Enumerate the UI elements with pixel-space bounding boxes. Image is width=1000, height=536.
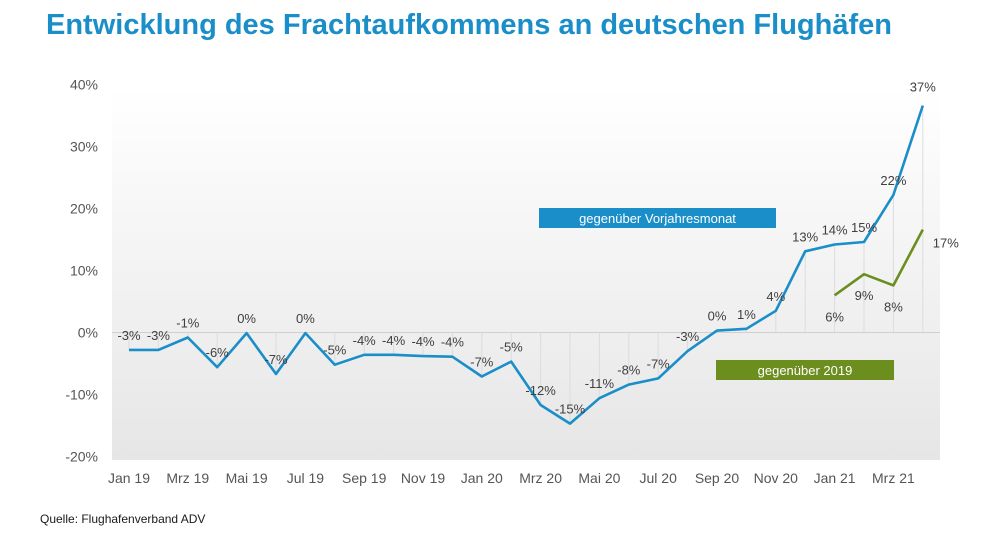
chart-title: Entwicklung des Frachtaufkommens an deut… <box>46 9 892 41</box>
data-label: -8% <box>617 363 641 378</box>
data-label: -15% <box>555 402 586 417</box>
data-labels: -3% -3% -1% -6% 0% -7% 0% -5% -4% -4% -4% -4% -7% -5%… <box>117 80 959 417</box>
data-label: -5% <box>323 343 347 358</box>
data-label: -3% <box>676 329 700 344</box>
data-label: 1% <box>737 307 756 322</box>
series-line-1 <box>129 105 925 425</box>
drop-lines <box>128 105 924 424</box>
x-tick-label: Jul 20 <box>640 470 678 486</box>
x-axis: Jan 19 Mrz 19 Mai 19 Jul 19 Sep 19 Nov 19 Jan … <box>108 470 915 486</box>
x-tick-label: Mrz 19 <box>166 470 209 486</box>
data-label: -4% <box>411 334 435 349</box>
x-tick-label: Jan 21 <box>814 470 856 486</box>
x-tick-label: Jul 19 <box>287 470 325 486</box>
data-label: 13% <box>792 229 818 244</box>
legend-gegenueber-2019: gegenüber 2019 <box>716 360 894 380</box>
data-label: -7% <box>647 356 671 371</box>
source-note: Quelle: Flughafenverband ADV <box>40 512 206 526</box>
x-tick-label: Nov 20 <box>754 470 799 486</box>
data-label: -7% <box>264 352 288 367</box>
legend-label: gegenüber Vorjahresmonat <box>579 211 736 226</box>
data-label: 4% <box>766 289 785 304</box>
series-line-2 <box>833 228 924 297</box>
legend-swatch <box>539 208 776 228</box>
x-tick-label: Mrz 20 <box>519 470 562 486</box>
x-tick-label: Jan 20 <box>461 470 503 486</box>
data-label: -4% <box>353 333 377 348</box>
x-tick-label: Nov 19 <box>401 470 446 486</box>
data-label: -3% <box>117 328 141 343</box>
data-label: -4% <box>441 335 465 350</box>
series-layer <box>129 105 925 425</box>
y-tick-label: -10% <box>65 387 98 403</box>
data-label: -5% <box>500 340 524 355</box>
x-tick-label: Mai 19 <box>226 470 268 486</box>
data-label: 8% <box>884 299 903 314</box>
data-label: 37% <box>910 80 936 95</box>
data-label: 0% <box>708 309 727 324</box>
data-label: 15% <box>851 220 877 235</box>
y-tick-label: 30% <box>70 139 98 155</box>
y-tick-label: 10% <box>70 263 98 279</box>
data-label: -3% <box>147 328 171 343</box>
data-label: -6% <box>206 345 230 360</box>
legend: gegenüber Vorjahresmonat gegenüber 2019 <box>539 208 894 380</box>
data-label: 6% <box>825 309 844 324</box>
data-label: 0% <box>296 311 315 326</box>
legend-swatch <box>716 360 894 380</box>
data-label: -12% <box>525 383 556 398</box>
data-label: -7% <box>470 355 494 370</box>
y-tick-label: 40% <box>70 77 98 93</box>
data-label: 0% <box>237 311 256 326</box>
legend-vorjahresmonat: gegenüber Vorjahresmonat <box>539 208 776 228</box>
y-tick-label: 0% <box>78 325 98 341</box>
data-label: 22% <box>880 173 906 188</box>
legend-label: gegenüber 2019 <box>758 363 853 378</box>
x-tick-label: Mai 20 <box>578 470 620 486</box>
data-label: 17% <box>933 236 959 251</box>
x-tick-label: Sep 20 <box>695 470 740 486</box>
plot-background <box>112 88 940 460</box>
y-tick-label: 20% <box>70 201 98 217</box>
data-label: -1% <box>176 315 200 330</box>
data-label: 9% <box>855 288 874 303</box>
x-tick-label: Jan 19 <box>108 470 150 486</box>
data-label: 14% <box>822 222 848 237</box>
x-tick-label: Mrz 21 <box>872 470 915 486</box>
data-label: -4% <box>382 333 406 348</box>
y-axis: -20% -10% 0% 10% 20% 30% 40% <box>65 77 98 465</box>
data-label: -11% <box>585 376 615 391</box>
x-tick-label: Sep 19 <box>342 470 387 486</box>
y-tick-label: -20% <box>65 449 98 465</box>
